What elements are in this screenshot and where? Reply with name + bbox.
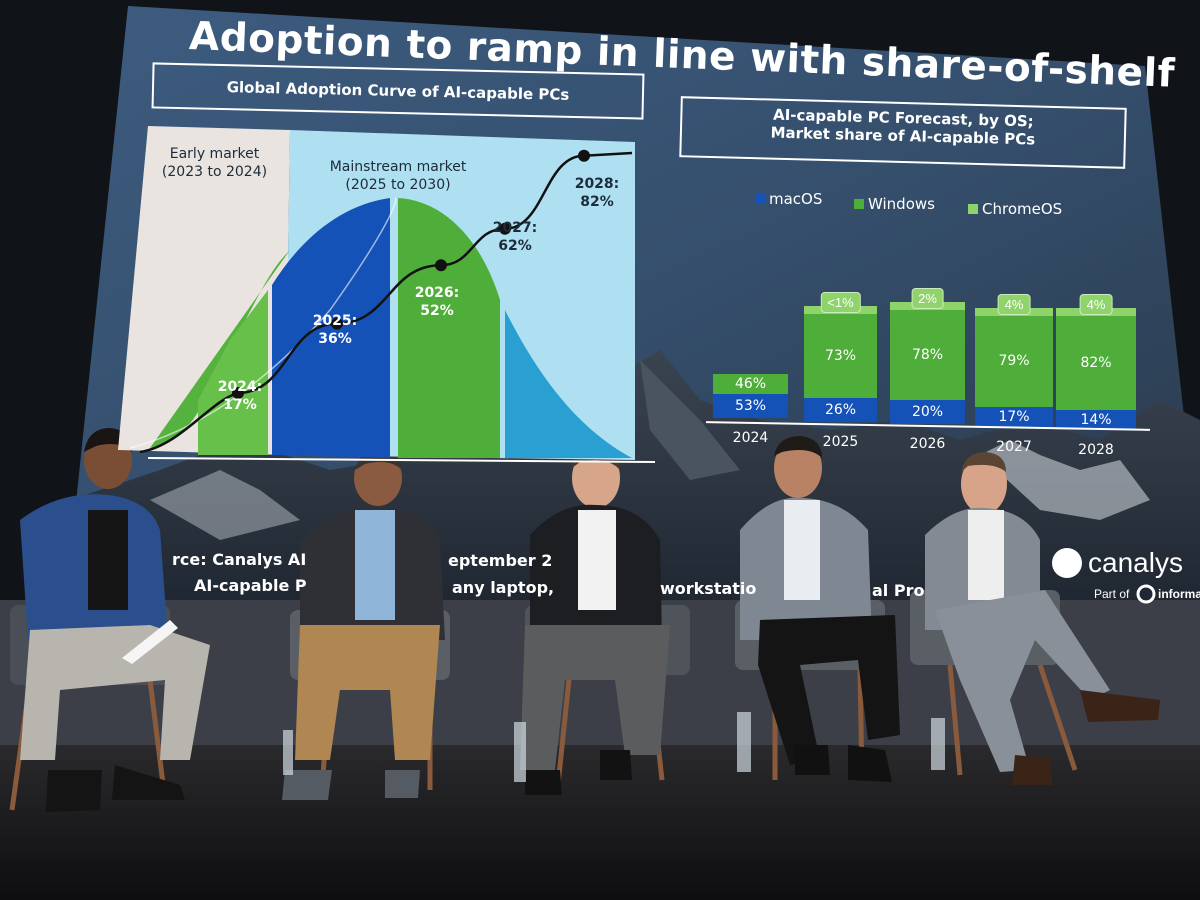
mainstream-market-label: Mainstream market (2025 to 2030) [318, 158, 478, 194]
x-tick-label-2024: 2024 [732, 430, 769, 446]
x-tick-label-2025: 2025 [822, 434, 859, 450]
curve-area-2024 [150, 250, 290, 448]
curve-label-2027-value: 62% [498, 238, 532, 254]
early-market-label-line2: (2023 to 2024) [161, 164, 268, 180]
footer-note-fragment-1: AI-capable P [194, 576, 307, 595]
canalys-logo-text: canalys [1088, 547, 1183, 578]
bell-segment-2026 [398, 198, 500, 458]
curve-point-2027 [499, 222, 511, 235]
footer-note-fragment-4: al Pro [872, 581, 925, 600]
canalys-logo-icon [1052, 548, 1082, 578]
footer-note-fragment-3: workstatio [660, 579, 757, 598]
bell-segment-2024 [198, 290, 268, 455]
legend-chromeos: ChromeOS [968, 200, 1062, 218]
curve-label-2028-year: 2028: [574, 176, 620, 192]
adoption-curve-line [139, 151, 633, 454]
footer-date-fragment: eptember 2 [448, 551, 553, 570]
legend-chromeos-swatch [968, 204, 978, 214]
bar-segment-windows-2026: 78% [890, 310, 965, 400]
curve-point-2025 [331, 317, 343, 330]
informa-logo-text: informa [1158, 587, 1200, 601]
adoption-s-curve [139, 149, 633, 454]
curve-label-2028-value: 82% [580, 194, 614, 210]
chromeos-label-2025: <1% [820, 292, 861, 314]
x-tick-label-2026: 2026 [909, 436, 946, 452]
curve-label-2027: 2027: 62% [480, 219, 550, 255]
curve-label-2025-year: 2025: [312, 313, 358, 329]
x-axis [147, 457, 656, 463]
bar-segment-windows-2028: 82% [1056, 315, 1136, 410]
bar-2027: 17% 79% 4% [975, 293, 1053, 427]
panelist-4 [735, 436, 900, 782]
curve-label-2024-year: 2024: [217, 379, 263, 395]
legend-macos-swatch [755, 194, 765, 204]
bell-outline [129, 197, 397, 449]
water-bottle [931, 718, 945, 770]
bell-segment-2025 [272, 198, 390, 458]
footer-note-fragment-2: any laptop, [452, 578, 555, 597]
water-bottle [514, 722, 526, 782]
legend-windows-swatch [854, 199, 864, 209]
mainstream-market-label-line1: Mainstream market [329, 159, 467, 175]
legend-chromeos-label: ChromeOS [982, 200, 1063, 218]
curve-label-2027-year: 2027: [492, 220, 538, 236]
curve-label-2025-value: 36% [318, 331, 352, 347]
x-tick-label-2028: 2028 [1078, 442, 1114, 458]
legend-macos: macOS [755, 190, 822, 208]
bar-segment-macos-2028: 14% [1056, 409, 1136, 430]
bar-segment-macos-2025: 26% [804, 397, 877, 422]
bar-2026: 20% 78% 2% [890, 288, 965, 424]
panelist-3 [520, 448, 690, 795]
bell-segment-2027-2030 [505, 310, 632, 458]
curve-label-2028: 2028: 82% [562, 175, 632, 211]
panelist-1 [9, 428, 210, 812]
mainstream-market-label-line2: (2025 to 2030) [345, 177, 451, 193]
bar-segment-macos-2027: 17% [975, 406, 1053, 427]
bar-segment-windows-2027: 79% [975, 315, 1053, 407]
early-market-label: Early market (2023 to 2024) [152, 145, 277, 181]
x-tick-label-2027: 2027 [996, 439, 1032, 455]
curve-label-2025: 2025: 36% [300, 312, 370, 348]
legend-macos-label: macOS [769, 190, 823, 208]
early-market-label-line1: Early market [169, 146, 260, 162]
curve-label-2026-year: 2026: [414, 285, 460, 301]
water-bottle [737, 712, 751, 772]
water-bottle [283, 730, 293, 775]
panelist-5 [910, 452, 1160, 785]
chromeos-label-2026: 2% [911, 288, 944, 310]
panelist-2 [282, 449, 450, 800]
curve-point-2024 [232, 386, 244, 399]
snow-patch [980, 440, 1150, 520]
bar-segment-windows-2024: 46% [713, 374, 788, 394]
bar-segment-macos-2024: 53% [713, 393, 788, 418]
chromeos-label-2027: 4% [997, 293, 1031, 315]
mountain-peak [640, 360, 740, 480]
curve-point-2026 [435, 259, 447, 272]
curve-label-2024: 2024: 17% [205, 378, 275, 414]
curve-label-2026: 2026: 52% [402, 284, 472, 320]
footer-source-fragment: rce: Canalys AI [172, 550, 307, 569]
legend-windows-label: Windows [868, 195, 935, 213]
chromeos-label-2028: 4% [1079, 293, 1113, 315]
legend-windows: Windows [854, 195, 935, 213]
bar-segment-macos-2026: 20% [890, 399, 965, 424]
logo-part-of: Part of [1094, 587, 1130, 601]
bar-2024: 53% 46% [713, 374, 788, 418]
informa-logo-icon [1136, 584, 1156, 604]
bar-2025: 26% 73% <1% [804, 292, 877, 422]
curve-point-2028 [578, 149, 590, 162]
curve-label-2026-value: 52% [420, 303, 454, 319]
bar-2028: 14% 82% 4% [1056, 293, 1136, 430]
bar-segment-windows-2025: 73% [804, 314, 877, 398]
curve-label-2024-value: 17% [223, 397, 257, 413]
snow-patch-left [150, 470, 300, 540]
